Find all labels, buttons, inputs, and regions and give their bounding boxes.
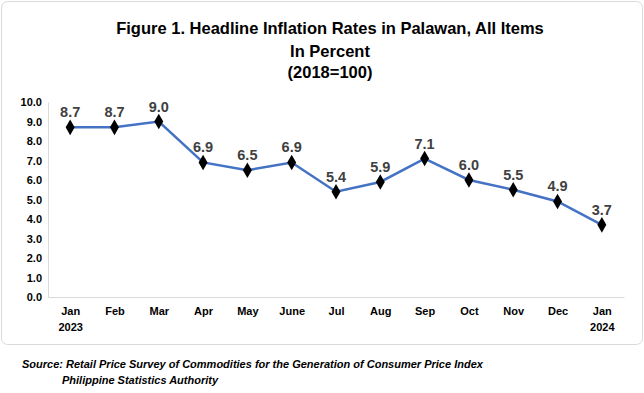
- marker: [597, 217, 606, 233]
- y-tick-label: 9.0: [27, 116, 42, 128]
- data-label: 3.7: [592, 202, 612, 218]
- marker: [332, 184, 341, 200]
- x-axis: Jan2023 Feb Mar Apr May June Jul Aug Sep Oct Nov De…: [49, 297, 625, 333]
- x-tick-label: Dec: [548, 305, 568, 317]
- data-label: 6.0: [459, 157, 479, 173]
- marker: [553, 194, 562, 210]
- source-note: Source: Retail Price Survey of Commoditi…: [22, 358, 484, 370]
- data-label: 8.7: [104, 104, 124, 120]
- x-tick-label: Oct: [460, 305, 479, 317]
- x-tick-label: Jan2024: [590, 305, 615, 333]
- title: Figure 1. Headline Inflation Rates in Pa…: [116, 19, 544, 37]
- x-axis-line: [49, 297, 625, 298]
- y-axis-line: [48, 103, 49, 298]
- y-tick: 4.0: [27, 213, 48, 225]
- data-label: 6.9: [193, 139, 213, 155]
- data-label: 6.5: [237, 147, 257, 163]
- data-label: 5.4: [326, 169, 346, 185]
- data-label: 7.1: [415, 136, 435, 152]
- y-tick: 6.0: [27, 174, 48, 186]
- y-tick-label: 4.0: [27, 213, 42, 225]
- x-tick-label: Nov: [503, 305, 525, 317]
- x-tick: Jan2023: [58, 297, 82, 333]
- y-tick-label: 2.0: [27, 252, 42, 264]
- data-label: 6.9: [282, 139, 302, 155]
- marker: [464, 172, 473, 188]
- line: [70, 122, 602, 225]
- data-label: 9.0: [149, 99, 169, 115]
- y-tick-label: 6.0: [27, 174, 42, 186]
- x-tick-label: Mar: [149, 305, 169, 317]
- x-tick-label: Jul: [329, 305, 345, 317]
- marker: [66, 120, 75, 136]
- x-tick: Mar: [149, 297, 169, 317]
- y-tick: 10.0: [21, 96, 48, 108]
- x-tick: May: [237, 297, 259, 317]
- x-tick-label: June: [279, 305, 305, 317]
- x-tick: Sep: [415, 297, 435, 317]
- x-tick: Feb: [105, 297, 125, 317]
- y-tick: 5.0: [27, 194, 48, 206]
- x-tick: Apr: [194, 297, 214, 317]
- y-tick: 1.0: [27, 272, 48, 284]
- data-label: 5.9: [370, 159, 390, 175]
- y-axis: 0.0 1.0 2.0 3.0 4.0 5.0 6.0 7.0 8.0 9.0 10.0: [21, 96, 49, 303]
- data-labels: 8.7 8.7 9.0 6.9 6.5 6.9 5.4 5.9 7.1 6.0 5.5 4.9 3.7: [60, 99, 612, 218]
- x-tick: June: [279, 297, 305, 317]
- x-tick: Nov: [503, 297, 525, 317]
- data-label: 8.7: [60, 104, 80, 120]
- x-tick-label: Feb: [105, 305, 125, 317]
- marker: [509, 182, 518, 198]
- x-tick: Oct: [460, 297, 479, 317]
- x-tick-label: Aug: [370, 305, 391, 317]
- x-tick-label: May: [237, 305, 259, 317]
- y-tick: 8.0: [27, 135, 48, 147]
- x-tick-label: Sep: [415, 305, 435, 317]
- y-tick: 7.0: [27, 155, 48, 167]
- x-tick: Aug: [370, 297, 391, 317]
- subtitle: (2018=100): [288, 63, 373, 81]
- data-label: 5.5: [503, 167, 523, 183]
- y-tick-label: 10.0: [21, 96, 42, 108]
- plot-area: [66, 114, 607, 233]
- marker: [199, 155, 208, 171]
- x-tick: Jan2024: [590, 297, 615, 333]
- data-label: 4.9: [547, 178, 567, 194]
- marker: [376, 174, 385, 190]
- y-tick: 3.0: [27, 233, 48, 245]
- y-tick-label: 5.0: [27, 194, 42, 206]
- source-note: Philippine Statistics Authority: [62, 374, 219, 386]
- y-tick-label: 7.0: [27, 155, 42, 167]
- chart-frame: [2, 2, 643, 345]
- marker: [287, 155, 296, 171]
- x-tick: Dec: [548, 297, 568, 317]
- x-tick-label: Jan2023: [58, 305, 82, 333]
- subtitle: In Percent: [290, 42, 370, 60]
- marker: [243, 162, 252, 178]
- y-tick-label: 1.0: [27, 272, 42, 284]
- y-tick-label: 3.0: [27, 233, 42, 245]
- y-tick: 0.0: [27, 291, 48, 303]
- x-tick: Jul: [329, 297, 345, 317]
- chart: Figure 1. Headline Inflation Rates in Pa…: [0, 0, 644, 393]
- y-tick: 2.0: [27, 252, 48, 264]
- marker: [420, 151, 429, 167]
- x-tick-label: Apr: [194, 305, 214, 317]
- y-tick: 9.0: [27, 116, 48, 128]
- marker: [110, 120, 119, 136]
- y-tick-label: 8.0: [27, 135, 42, 147]
- y-tick-label: 0.0: [27, 291, 42, 303]
- marker: [154, 114, 163, 130]
